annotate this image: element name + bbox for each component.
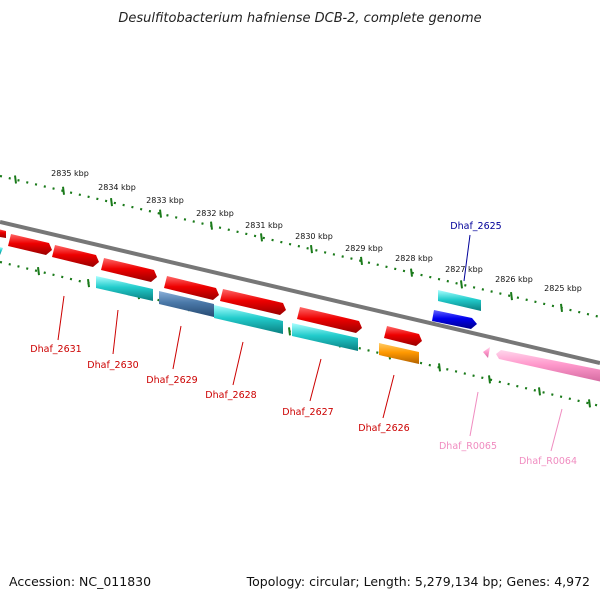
gene-label-2629[interactable]: Dhaf_2629: [146, 375, 197, 386]
scale-major-tick: [62, 186, 65, 195]
scale-major-tick: [210, 221, 213, 230]
genome-summary-text: Topology: circular; Length: 5,279,134 bp…: [246, 574, 590, 589]
genome-backbone: [0, 220, 600, 365]
inner-major-tick: [288, 327, 291, 336]
gene-arrow-cyan-2625[interactable]: [438, 290, 481, 311]
leader-line-2627: [309, 358, 322, 402]
scale-label: 2833 kbp: [146, 196, 184, 205]
gene-box-steel-2629[interactable]: [159, 291, 214, 317]
gene-label-R0064[interactable]: Dhaf_R0064: [519, 456, 577, 467]
scale-label: 2829 kbp: [345, 244, 383, 253]
leader-line-2629: [172, 325, 182, 370]
leader-line-2626: [382, 374, 395, 419]
gene-arrow-red-3[interactable]: [52, 245, 99, 267]
gene-label-2630[interactable]: Dhaf_2630: [87, 360, 138, 371]
outer-scale-dots: [0, 174, 600, 319]
leader-lines: [57, 234, 563, 452]
scale-label: 2830 kbp: [295, 232, 333, 241]
scale-major-tick: [360, 256, 363, 265]
gene-arrow-red-8[interactable]: [384, 326, 422, 346]
accession-text: Accession: NC_011830: [9, 574, 151, 589]
scale-label: 2825 kbp: [544, 284, 582, 293]
gene-label-2626[interactable]: Dhaf_2626: [358, 423, 409, 434]
scale-label: 2831 kbp: [245, 221, 283, 230]
gene-box-orange-2626[interactable]: [379, 343, 419, 364]
leader-line-R0064: [550, 408, 563, 452]
forward-genes: [0, 228, 481, 346]
page-title: Desulfitobacterium hafniense DCB-2, comp…: [118, 11, 481, 26]
gene-box-cyan-2627[interactable]: [292, 323, 358, 351]
scale-major-tick: [410, 268, 413, 277]
leader-line-R0065: [469, 391, 479, 437]
scale-major-tick: [560, 303, 563, 312]
gene-label-2627[interactable]: Dhaf_2627: [282, 407, 333, 418]
leader-line-2630: [112, 309, 119, 355]
gene-arrow-red-7[interactable]: [297, 307, 362, 333]
gene-arrow-red-1[interactable]: [0, 228, 6, 238]
scale-major-tick: [510, 291, 513, 301]
scale-label: 2835 kbp: [51, 169, 89, 178]
inner-major-tick: [37, 266, 40, 276]
gene-box-cyan-2630[interactable]: [96, 276, 153, 301]
scale-label: 2827 kbp: [445, 265, 483, 274]
gene-box-cyan-2628[interactable]: [214, 305, 283, 334]
inner-tick-dots: [0, 260, 600, 408]
leader-line-2625: [463, 234, 471, 282]
scale-label: 2826 kbp: [495, 275, 533, 284]
scale-major-tick: [460, 280, 463, 289]
scale-major-tick: [14, 175, 17, 184]
inner-major-tick: [538, 387, 541, 396]
scale-label: 2832 kbp: [196, 209, 234, 218]
scale-label: 2828 kbp: [395, 254, 433, 263]
inner-major-tick: [438, 363, 441, 372]
inner-major-tick: [488, 375, 491, 384]
scale-label: 2834 kbp: [98, 183, 136, 192]
leader-line-2628: [232, 341, 244, 386]
scale-major-tick: [260, 233, 263, 242]
scale-major-tick: [159, 209, 162, 218]
gene-box-cyan-edge[interactable]: [0, 247, 3, 255]
gene-arrow-pink-R0064[interactable]: [496, 350, 600, 382]
gene-arrow-red-6[interactable]: [220, 289, 286, 315]
scale-major-tick: [310, 244, 313, 254]
gene-label-2628[interactable]: Dhaf_2628: [205, 390, 256, 401]
gene-label-2625[interactable]: Dhaf_2625: [450, 221, 501, 232]
gene-label-R0065[interactable]: Dhaf_R0065: [439, 441, 497, 452]
outer-scale-track: 2835 kbp 2834 kbp 2833 kbp 2832 kbp 2831 kbp…: [0, 169, 600, 319]
gene-arrow-pink-R0065[interactable]: [483, 347, 490, 358]
gene-arrow-red-5[interactable]: [164, 276, 219, 300]
gene-arrow-blue-2625[interactable]: [432, 310, 477, 329]
inner-major-tick: [87, 278, 90, 288]
gene-labels: Dhaf_2631 Dhaf_2630 Dhaf_2629 Dhaf_2628 …: [30, 221, 577, 467]
gene-arrow-red-4[interactable]: [101, 258, 157, 282]
gene-label-2631[interactable]: Dhaf_2631: [30, 344, 81, 355]
inner-major-tick: [588, 399, 591, 408]
leader-line-2631: [57, 295, 65, 341]
reverse-genes: [0, 247, 600, 382]
gene-arrow-red-2[interactable]: [8, 234, 52, 255]
scale-major-tick: [110, 197, 113, 207]
